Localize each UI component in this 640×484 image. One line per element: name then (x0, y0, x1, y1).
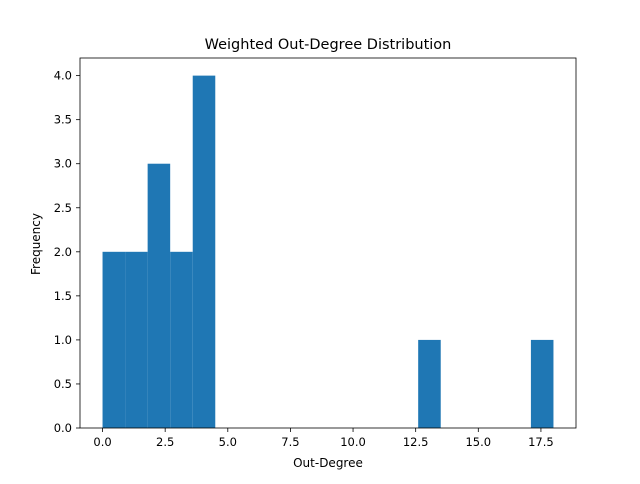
plot-frame (79, 57, 577, 429)
y-tick-label: 4.0 (54, 69, 72, 83)
histogram-bar (102, 251, 126, 428)
x-axis-label: Out-Degree (293, 456, 363, 470)
histogram-bar (170, 251, 193, 428)
bars-group (102, 75, 554, 428)
histogram-bar (530, 339, 554, 428)
y-tick-label: 3.5 (54, 113, 72, 127)
y-tick-label: 1.0 (54, 333, 72, 347)
y-tick-label: 0.0 (54, 421, 72, 435)
x-tick-label: 7.5 (281, 435, 299, 449)
x-tick-label: 12.5 (403, 435, 429, 449)
x-tick-label: 15.0 (465, 435, 491, 449)
y-tick-label: 1.5 (54, 289, 72, 303)
chart-title: Weighted Out-Degree Distribution (205, 37, 452, 53)
x-tick-label: 5.0 (219, 435, 237, 449)
x-tick-label: 17.5 (528, 435, 554, 449)
histogram-bar (125, 251, 148, 428)
y-tick-label: 0.5 (54, 377, 72, 391)
histogram-bar (418, 339, 441, 428)
axes-group: 0.0 2.5 5.0 7.5 10.0 12.5 15.0 17.5 0.0 0.5 1.0 1.5… (54, 69, 554, 449)
x-tick-label: 2.5 (156, 435, 174, 449)
y-tick-label: 3.0 (54, 157, 72, 171)
x-tick-label: 0.0 (93, 435, 111, 449)
y-axis-label: Frequency (29, 213, 43, 275)
histogram-bar (192, 75, 216, 428)
histogram-bar (147, 163, 171, 428)
x-tick-label: 10.0 (340, 435, 366, 449)
y-tick-label: 2.5 (54, 201, 72, 215)
y-tick-label: 2.0 (54, 245, 72, 259)
